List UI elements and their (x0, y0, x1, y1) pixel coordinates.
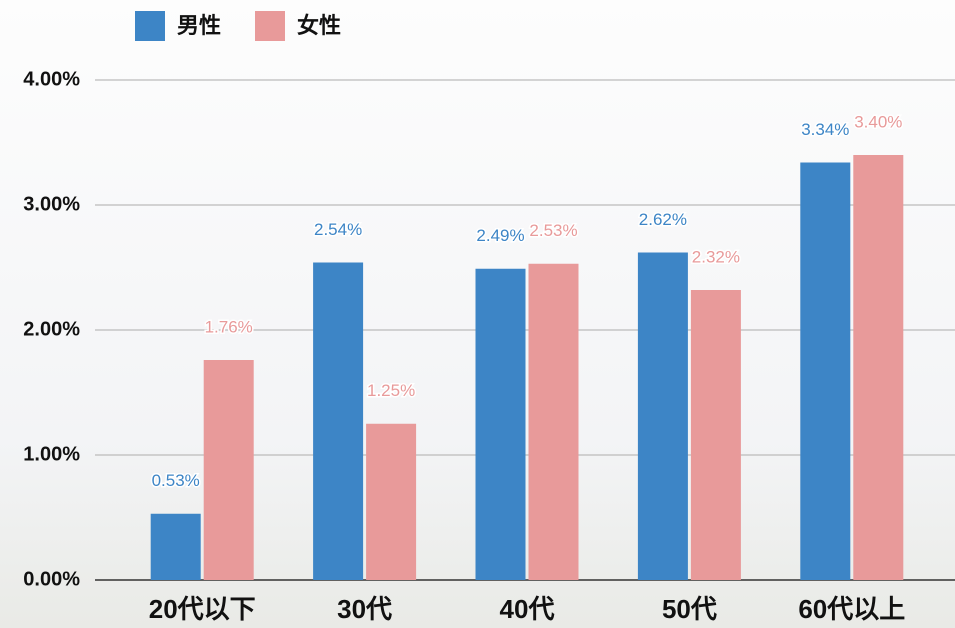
legend-label: 女性 (297, 13, 341, 38)
x-tick-label: 40代 (500, 594, 555, 624)
bar (529, 264, 579, 580)
bar (691, 290, 741, 580)
bar (151, 514, 201, 580)
bar (476, 269, 526, 580)
bar (853, 155, 903, 580)
bar (366, 424, 416, 580)
bar (313, 263, 363, 581)
y-tick-label: 2.00% (23, 318, 80, 340)
value-label: 3.34% (801, 120, 849, 139)
y-tick-label: 3.00% (23, 193, 80, 215)
legend-label: 男性 (177, 13, 221, 38)
y-tick-label: 0.00% (23, 568, 80, 590)
value-label: 2.49% (476, 226, 524, 245)
x-tick-label: 20代以下 (149, 594, 256, 624)
y-tick-label: 1.00% (23, 443, 80, 465)
x-tick-label: 50代 (662, 594, 717, 624)
value-label: 1.76% (205, 317, 253, 336)
value-label: 2.54% (314, 220, 362, 239)
value-label: 0.53% (152, 471, 200, 490)
x-tick-label: 60代以上 (798, 594, 905, 624)
value-label: 2.32% (692, 247, 740, 266)
y-tick-label: 4.00% (23, 68, 80, 90)
legend-swatch (255, 11, 285, 41)
value-label: 2.53% (529, 221, 577, 240)
legend-swatch (135, 11, 165, 41)
bar (800, 163, 850, 581)
value-label: 3.40% (854, 112, 902, 131)
chart: 0.00% 1.00% 2.00% 3.00% 4.00% 男性 女性 20代以下 0.53% 1… (0, 0, 955, 628)
x-tick-label: 30代 (337, 594, 392, 624)
bar (204, 360, 254, 580)
value-label: 1.25% (367, 381, 415, 400)
bar (638, 253, 688, 581)
value-label: 2.62% (639, 210, 687, 229)
